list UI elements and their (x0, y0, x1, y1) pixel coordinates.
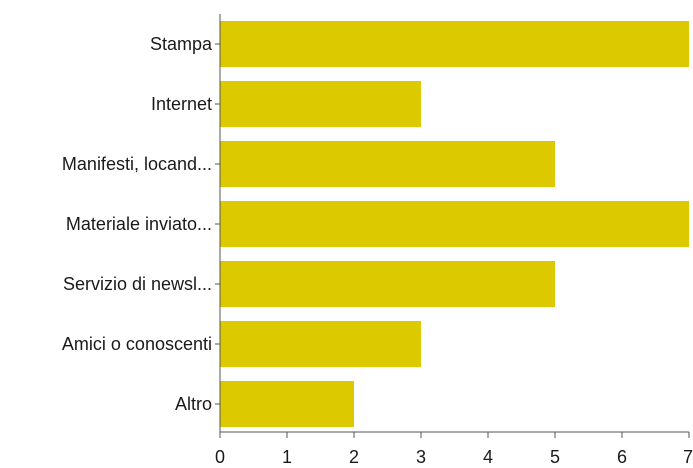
category-label-4: Materiale inviato... (66, 214, 212, 234)
x-tick-label-3: 3 (416, 447, 426, 467)
x-tick-label-6: 6 (617, 447, 627, 467)
category-label-2: Internet (151, 94, 212, 114)
axis-group: 0 1 2 3 4 5 6 7 (215, 14, 693, 467)
bar-2 (220, 81, 421, 127)
x-tick-label-7: 7 (683, 447, 693, 467)
x-tick-label-1: 1 (282, 447, 292, 467)
category-label-1: Stampa (150, 34, 213, 54)
bar-7 (220, 381, 354, 427)
x-tick-label-5: 5 (550, 447, 560, 467)
x-tick-label-2: 2 (349, 447, 359, 467)
bars-group (220, 21, 689, 427)
category-label-6: Amici o conoscenti (62, 334, 212, 354)
bar-4 (220, 201, 689, 247)
category-label-5: Servizio di newsl... (63, 274, 212, 294)
category-label-7: Altro (175, 394, 212, 414)
x-tick-label-0: 0 (215, 447, 225, 467)
bar-3 (220, 141, 555, 187)
bar-5 (220, 261, 555, 307)
bar-6 (220, 321, 421, 367)
bar-1 (220, 21, 689, 67)
category-labels-group: Stampa Internet Manifesti, locand... Materi… (62, 34, 213, 414)
category-label-3: Manifesti, locand... (62, 154, 212, 174)
x-tick-label-4: 4 (483, 447, 493, 467)
